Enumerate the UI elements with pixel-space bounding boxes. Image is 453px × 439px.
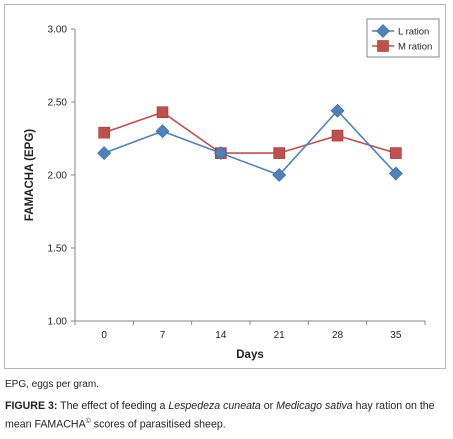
line-chart: 1.00 1.50 2.00 2.50 3.00 0 7 14 21 28 35 Days FAMACH… <box>24 18 440 361</box>
axes: 1.00 1.50 2.00 2.50 3.00 0 7 14 21 28 35 Days FAMACH… <box>24 25 426 361</box>
data-point-l-ration <box>97 146 112 161</box>
data-point-l-ration <box>155 124 170 139</box>
data-point-m-ration <box>331 129 344 142</box>
y-tick-label: 2.50 <box>48 98 68 109</box>
x-tick-label: 14 <box>215 330 227 341</box>
chart-frame: 1.00 1.50 2.00 2.50 3.00 0 7 14 21 28 35 Days FAMACH… <box>4 4 446 369</box>
y-tick-label: 1.00 <box>48 317 68 328</box>
caption-text-1: The effect of feeding a <box>57 400 169 412</box>
data-point-m-ration <box>156 106 169 119</box>
legend: L ration M ration <box>366 18 440 58</box>
data-point-l-ration <box>388 166 403 181</box>
caption-species-2: Medicago sativa <box>276 400 353 412</box>
series-line-l-ration <box>103 109 397 176</box>
y-tick-label: 1.50 <box>48 244 68 255</box>
caption-text-3: hay ration on the mean FAMACHA <box>5 400 435 431</box>
caption-superscript: © <box>85 418 91 425</box>
legend-marker-m-ration <box>377 40 389 52</box>
data-point-l-ration <box>272 168 287 182</box>
caption-text-2: or <box>260 400 277 412</box>
x-tick-label: 0 <box>101 330 107 341</box>
x-tick-label: 28 <box>332 330 344 341</box>
data-point-m-ration <box>390 147 402 159</box>
legend-marker-l-ration <box>376 24 390 38</box>
caption-label: FIGURE 3: <box>5 400 58 412</box>
y-axis-title: FAMACHA (EPG) <box>24 129 36 221</box>
data-point-l-ration <box>213 146 228 161</box>
chart-marks <box>97 103 403 182</box>
data-point-m-ration <box>98 126 110 139</box>
series-line-m-ration <box>103 111 397 154</box>
legend-label-l-ration: L ration <box>398 27 429 38</box>
data-point-m-ration <box>273 147 285 159</box>
figure-caption: FIGURE 3: The effect of feeding a Lesped… <box>5 399 445 433</box>
y-tick-label: 3.00 <box>48 25 68 36</box>
x-tick-label: 7 <box>160 330 166 341</box>
caption-text-4: scores of parasitised sheep. <box>90 418 226 431</box>
caption-species-1: Lespedeza cuneata <box>168 400 261 412</box>
x-axis-title: Days <box>236 349 264 361</box>
footnote: EPG, eggs per gram. <box>5 379 99 390</box>
y-tick-label: 2.00 <box>48 171 68 182</box>
x-tick-label: 35 <box>390 330 402 341</box>
data-point-l-ration <box>330 103 345 118</box>
x-tick-label: 21 <box>274 330 286 341</box>
legend-label-m-ration: M ration <box>398 42 432 53</box>
